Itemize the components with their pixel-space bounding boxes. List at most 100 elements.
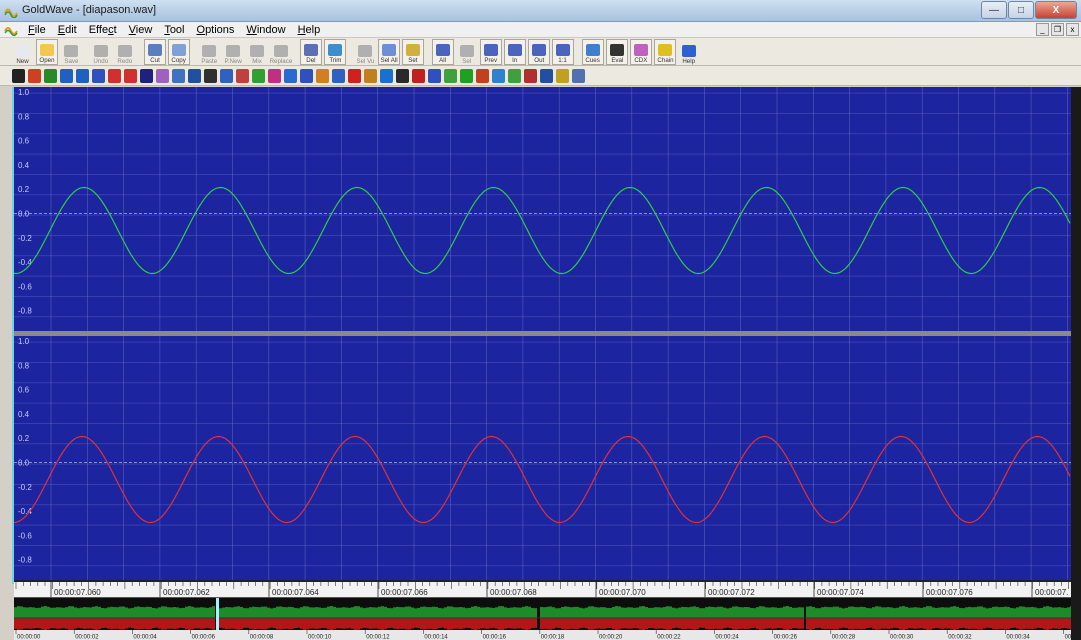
- in-button[interactable]: In: [504, 39, 526, 65]
- effect-6-icon[interactable]: [92, 68, 105, 83]
- effect-27-icon[interactable]: [428, 68, 441, 83]
- effect-36-icon[interactable]: [572, 68, 585, 83]
- effect-13-icon[interactable]: [204, 68, 217, 83]
- effect-20-icon[interactable]: [316, 68, 329, 83]
- effect-26-icon[interactable]: [412, 68, 425, 83]
- mdi-restore-button[interactable]: ❐: [1051, 23, 1064, 36]
- menu-edit[interactable]: Edit: [57, 23, 77, 36]
- overview-lower-bar: [456, 618, 459, 629]
- overview-lower-bar: [824, 618, 827, 630]
- undo-button[interactable]: Undo: [90, 39, 112, 65]
- effect-28-icon[interactable]: [444, 68, 457, 83]
- effect-35-icon[interactable]: [556, 68, 569, 83]
- effect-30-icon[interactable]: [476, 68, 489, 83]
- overview-upper-bar: [74, 607, 77, 618]
- toolbar-button-label: Sel: [462, 58, 472, 65]
- overview-lower-bar: [194, 618, 197, 629]
- sel-button[interactable]: Sel: [456, 39, 478, 65]
- overview-upper-bar: [44, 606, 47, 618]
- effect-23-icon[interactable]: [364, 68, 377, 83]
- maximize-button[interactable]: □: [1008, 1, 1034, 19]
- copy-button[interactable]: Copy: [168, 39, 190, 65]
- cues-button[interactable]: Cues: [582, 39, 604, 65]
- effect-25-icon[interactable]: [396, 68, 409, 83]
- new-button[interactable]: New: [12, 39, 34, 65]
- paste-button[interactable]: Paste: [198, 39, 220, 65]
- effect-18-icon[interactable]: [284, 68, 297, 83]
- redo-button[interactable]: Redo: [114, 39, 136, 65]
- cdx-button[interactable]: CDX: [630, 39, 652, 65]
- effect-29-icon[interactable]: [460, 68, 473, 83]
- y-tick-label: 0.2: [18, 185, 30, 194]
- close-button[interactable]: X: [1035, 1, 1077, 19]
- cut-button[interactable]: Cut: [144, 39, 166, 65]
- effect-31-icon[interactable]: [492, 68, 505, 83]
- out-button[interactable]: Out: [528, 39, 550, 65]
- effect-32-icon[interactable]: [508, 68, 521, 83]
- effect-4-icon[interactable]: [60, 68, 73, 83]
- overview-lower-bar: [648, 618, 651, 629]
- all-button[interactable]: All: [432, 39, 454, 65]
- open-button[interactable]: Open: [36, 39, 58, 65]
- replace-button[interactable]: Replace: [270, 39, 292, 65]
- chain-button[interactable]: Chain: [654, 39, 676, 65]
- effect-34-icon[interactable]: [540, 68, 553, 83]
- overview-upper-bar: [1010, 608, 1013, 618]
- effect-21-icon[interactable]: [332, 68, 345, 83]
- effect-15-icon[interactable]: [236, 68, 249, 83]
- p-new-button[interactable]: P.New: [222, 39, 244, 65]
- overview-lower-bar: [827, 618, 830, 629]
- effect-12-icon[interactable]: [188, 68, 201, 83]
- right-channel-panel[interactable]: 1.0 0.8 0.6 0.4 0.2 0.0 -0.2 -0.4 -0.6 -0.8: [14, 336, 1071, 580]
- effect-33-icon[interactable]: [524, 68, 537, 83]
- overview-upper-bar: [642, 606, 645, 618]
- effect-8-icon[interactable]: [124, 68, 137, 83]
- effect-24-icon[interactable]: [380, 68, 393, 83]
- effect-5-icon[interactable]: [76, 68, 89, 83]
- effect-16-icon[interactable]: [252, 68, 265, 83]
- document-icon[interactable]: [4, 24, 18, 36]
- minimize-button[interactable]: —: [981, 1, 1007, 19]
- menu-window[interactable]: Window: [246, 23, 286, 36]
- sel-vu-button[interactable]: Sel Vu: [354, 39, 376, 65]
- mdi-close-button[interactable]: x: [1066, 23, 1079, 36]
- prev-button[interactable]: Prev: [480, 39, 502, 65]
- effect-7-icon[interactable]: [108, 68, 121, 83]
- effect-3-icon[interactable]: [44, 68, 57, 83]
- effect-14-icon[interactable]: [220, 68, 233, 83]
- effect-10-icon[interactable]: [156, 68, 169, 83]
- 1-1-button[interactable]: 1:1: [552, 39, 574, 65]
- effect-17-icon[interactable]: [268, 68, 281, 83]
- overview-lower-bar: [774, 618, 777, 629]
- overview-lower-bar: [80, 618, 83, 629]
- menu-effect[interactable]: Effect: [88, 23, 117, 36]
- waveform-display[interactable]: 1.0 0.8 0.6 0.4 0.2 0.0 -0.2 -0.4 -0.6 -0.8 1.0 0.8…: [14, 87, 1071, 580]
- del-button[interactable]: Del: [300, 39, 322, 65]
- channel-divider[interactable]: [14, 331, 1071, 336]
- menu-view[interactable]: View: [128, 23, 153, 36]
- mix-button[interactable]: Mix: [246, 39, 268, 65]
- set-button[interactable]: Set: [402, 39, 424, 65]
- trim-button[interactable]: Trim: [324, 39, 346, 65]
- eval-button[interactable]: Eval: [606, 39, 628, 65]
- menu-file[interactable]: File: [28, 23, 46, 36]
- menu-options[interactable]: Options: [196, 23, 235, 36]
- menu-help[interactable]: Help: [297, 23, 321, 36]
- effect-1-icon[interactable]: [12, 68, 25, 83]
- help-button[interactable]: Help: [678, 39, 700, 65]
- menu-tool[interactable]: Tool: [164, 23, 185, 36]
- overview-upper-bar: [983, 607, 986, 618]
- time-ruler[interactable]: 00:00:07.060 00:00:07.062 00:00:07.064 00:0…: [14, 580, 1071, 598]
- effect-9-icon[interactable]: [140, 68, 153, 83]
- overview-upper-bar: [1043, 606, 1046, 618]
- mdi-minimize-button[interactable]: _: [1036, 23, 1049, 36]
- effect-2-icon[interactable]: [28, 68, 41, 83]
- overview-bar[interactable]: 00:00:00 00:00:02 00:00:04 00:00:06 00:00:08…: [14, 598, 1071, 640]
- sel-all-button[interactable]: Sel All: [378, 39, 400, 65]
- effect-19-icon[interactable]: [300, 68, 313, 83]
- left-channel-panel[interactable]: 1.0 0.8 0.6 0.4 0.2 0.0 -0.2 -0.4 -0.6 -0.8: [14, 87, 1071, 331]
- playback-position-marker[interactable]: [216, 598, 219, 630]
- effect-11-icon[interactable]: [172, 68, 185, 83]
- effect-22-icon[interactable]: [348, 68, 361, 83]
- save-button[interactable]: Save: [60, 39, 82, 65]
